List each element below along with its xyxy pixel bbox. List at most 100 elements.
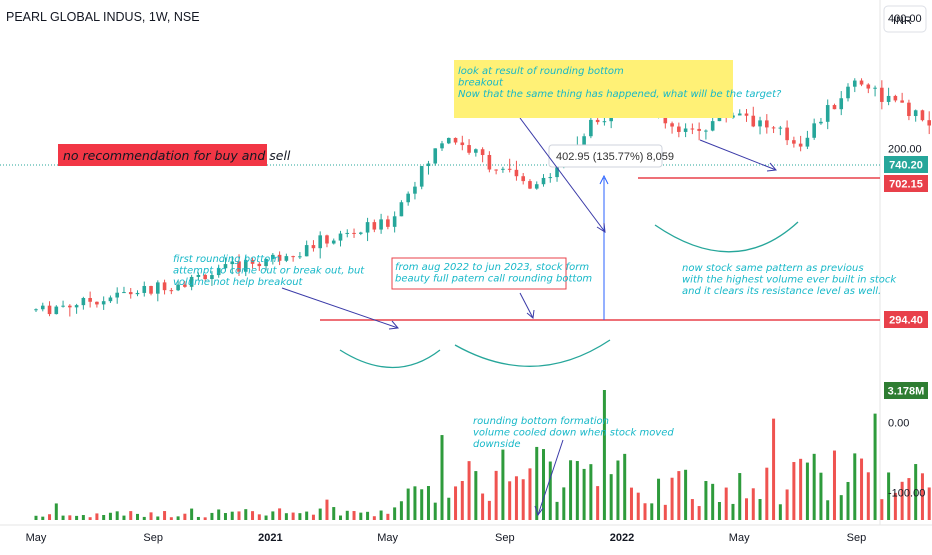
volume-bar <box>772 419 775 520</box>
volume-bar <box>325 500 328 520</box>
volume-bar <box>650 503 653 520</box>
volume-tick: -100.00 <box>888 488 925 500</box>
volume-bar <box>745 498 748 520</box>
volume-bar <box>603 390 606 520</box>
annotation-line: Now that the same thing has happened, wh… <box>458 89 782 100</box>
volume-bar <box>265 516 268 520</box>
volume-bar <box>698 506 701 520</box>
volume-bar <box>109 513 112 520</box>
volume-bar <box>637 493 640 520</box>
volume-badge: 3.178M <box>884 382 928 399</box>
volume-bar <box>515 476 518 520</box>
volume-bar <box>562 487 565 520</box>
volume-bar <box>630 488 633 520</box>
volume-bar <box>691 499 694 520</box>
volume-bar <box>122 516 125 520</box>
volume-bar <box>833 451 836 520</box>
volume-bar <box>285 513 288 520</box>
volume-bar <box>210 513 213 520</box>
volume-bar <box>68 515 71 520</box>
volume-bar <box>156 516 159 520</box>
volume-bar <box>474 471 477 520</box>
volume-bar <box>129 511 132 520</box>
annotation-line: breakout <box>458 78 504 89</box>
volume-bar <box>684 470 687 520</box>
volume-bar <box>48 514 51 520</box>
volume-bar <box>847 482 850 520</box>
volume-bar <box>447 498 450 520</box>
volume-bar <box>150 512 153 520</box>
volume-bar <box>725 488 728 520</box>
annotation-line: volume not help breakout <box>173 277 304 288</box>
volume-bar <box>454 486 457 520</box>
volume-bar <box>380 511 383 520</box>
volume-bar <box>731 504 734 520</box>
resistance-lower-badge: 294.40 <box>884 311 928 328</box>
volume-bar <box>224 513 227 520</box>
volume-bar <box>339 516 342 520</box>
volume-bar <box>35 516 38 520</box>
volume-bar <box>840 495 843 520</box>
volume-bar <box>623 454 626 520</box>
volume-bar <box>427 486 430 520</box>
volume-bar <box>312 515 315 520</box>
volume-bar <box>393 507 396 520</box>
volume-bar <box>786 489 789 520</box>
volume-bar <box>501 450 504 520</box>
volume-bar <box>359 513 362 520</box>
candle <box>433 148 437 166</box>
volume-bar <box>143 517 146 520</box>
candle <box>420 166 424 189</box>
volume-bar <box>765 468 768 520</box>
volume-bar <box>366 512 369 520</box>
volume-bar <box>55 503 58 520</box>
volume-bar <box>183 514 186 520</box>
time-tick: May <box>729 532 750 544</box>
time-tick: May <box>377 532 398 544</box>
svg-text:702.15: 702.15 <box>889 179 923 191</box>
annotation-line: no recommendation for buy and sell <box>63 148 291 163</box>
volume-bar <box>718 502 721 520</box>
candle <box>921 110 925 122</box>
volume-bar <box>238 511 241 520</box>
volume-bar <box>704 481 707 520</box>
candle <box>589 117 593 138</box>
volume-bar <box>204 517 207 520</box>
volume-bar <box>305 512 308 520</box>
annotation-line: and it clears its resistance level as we… <box>682 286 881 297</box>
time-tick: 2021 <box>258 532 282 544</box>
volume-bar <box>644 503 647 520</box>
volume-bar <box>874 414 877 520</box>
volume-bar <box>556 502 559 520</box>
volume-bar <box>576 461 579 520</box>
volume-bar <box>62 516 65 520</box>
svg-text:294.40: 294.40 <box>889 315 923 327</box>
volume-bar <box>197 517 200 520</box>
symbol-title: PEARL GLOBAL INDUS, 1W, NSE <box>6 10 200 24</box>
time-tick: 2022 <box>610 532 634 544</box>
volume-bar <box>610 474 613 520</box>
volume-bar <box>346 511 349 520</box>
volume-bar <box>569 460 572 520</box>
volume-bar <box>481 494 484 520</box>
volume-bar <box>116 511 119 520</box>
candle <box>400 200 404 216</box>
note-no-recommendation: no recommendation for buy and sell <box>58 144 291 166</box>
svg-text:3.178M: 3.178M <box>888 386 925 398</box>
price-tick: 200.00 <box>888 144 922 156</box>
volume-bar <box>792 462 795 520</box>
volume-bar <box>549 462 552 520</box>
volume-bar <box>407 489 410 520</box>
volume-bar <box>799 459 802 520</box>
volume-bar <box>89 517 92 520</box>
volume-bar <box>177 516 180 520</box>
annotation-line: with the highest volume ever built in st… <box>682 275 897 286</box>
annotation-line: rounding bottom formation <box>473 416 609 427</box>
volume-bar <box>616 460 619 520</box>
annotation-line: from aug 2022 to jun 2023, stock form <box>395 262 589 273</box>
volume-bar <box>819 473 822 520</box>
